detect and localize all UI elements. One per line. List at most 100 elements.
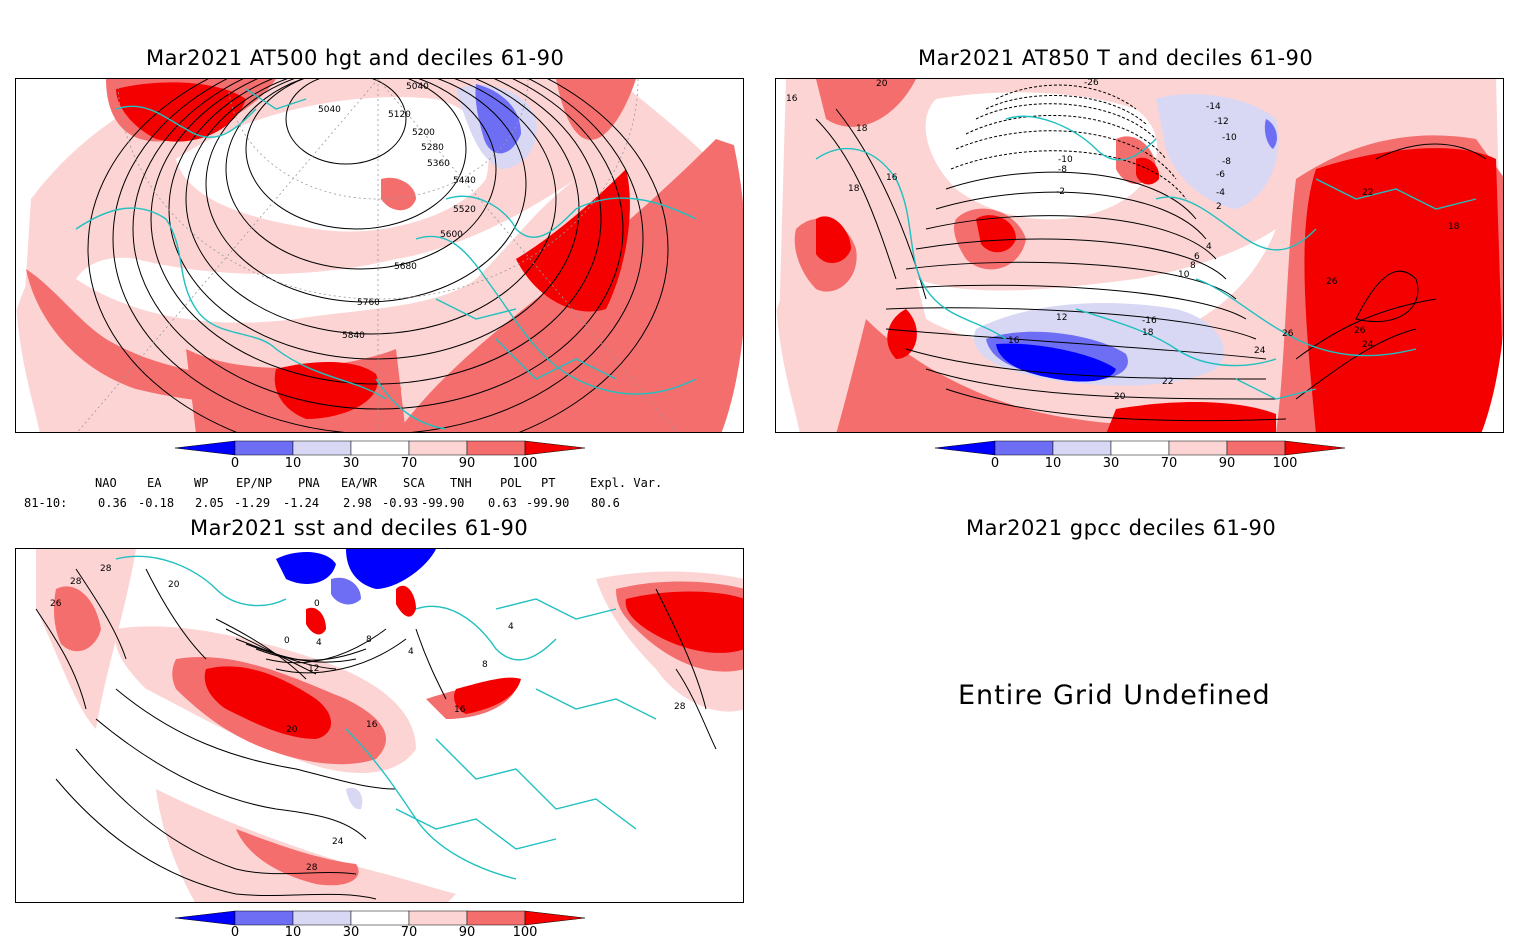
contour-label: 20 [876, 79, 888, 89]
index-header: Expl. Var. [590, 476, 663, 490]
index-header: EP/NP [236, 476, 273, 490]
contour-label: 26 [1282, 329, 1294, 339]
contour-label: -10 [1222, 133, 1237, 143]
colorbar-label: 0 [990, 456, 1000, 471]
contour-label: 4 [408, 647, 414, 657]
contour-label: 16 [366, 720, 378, 730]
contour-label: 5360 [427, 159, 450, 169]
contour-label: 18 [848, 184, 860, 194]
index-value: 2.98 [343, 496, 372, 510]
index-value: 0.63 [488, 496, 517, 510]
index-header: SCA [403, 476, 425, 490]
contour-label: 5280 [421, 143, 444, 153]
colorbar-panel1: 0 10 30 70 90 100 [174, 440, 586, 472]
contour-label: 28 [100, 564, 112, 574]
contour-label: 26 [1326, 277, 1338, 287]
index-value: -0.18 [138, 496, 175, 510]
index-header: TNH [450, 476, 472, 490]
contour-label: -12 [1214, 117, 1229, 127]
index-value: 2.05 [195, 496, 224, 510]
contour-label: 5520 [453, 205, 476, 215]
contour-label: -10 [1058, 155, 1073, 165]
index-header: POL [500, 476, 522, 490]
contour-label: 5840 [342, 331, 365, 341]
colorbar-label: 0 [230, 456, 240, 471]
contour-label: 4 [508, 622, 514, 632]
colorbar-label: 100 [1272, 456, 1298, 471]
panel4-title: Mar2021 gpcc deciles 61-90 [966, 516, 1277, 540]
colorbar-label: 10 [284, 925, 302, 940]
contour-label: 8 [366, 635, 372, 645]
contour-label: 5440 [453, 176, 476, 186]
index-value: 0.36 [98, 496, 127, 510]
contour-label: 5040 [318, 105, 341, 115]
contour-label: -8 [1058, 165, 1067, 175]
contour-label: 24 [1254, 346, 1266, 356]
contour-label: 28 [70, 577, 82, 587]
colorbar-panel3: 0 10 30 70 90 100 [174, 910, 586, 940]
colorbar-label: 70 [400, 456, 418, 471]
contour-label: 5760 [357, 298, 380, 308]
index-value: -0.93 [382, 496, 419, 510]
contour-label: 8 [482, 660, 488, 670]
contour-label: 6 [1194, 252, 1200, 262]
panel3-map: 28 28 20 26 0 0 4 8 12 16 20 24 28 28 16… [15, 548, 744, 903]
colorbar-label: 10 [284, 456, 302, 471]
contour-label: 8 [1190, 261, 1196, 271]
contour-label: 4 [1206, 242, 1212, 252]
contour-label: 18 [856, 124, 868, 134]
contour-label: 24 [332, 837, 344, 847]
contour-label: -16 [1142, 316, 1157, 326]
colorbar-label: 70 [1160, 456, 1178, 471]
contour-label: 12 [308, 664, 319, 674]
colorbar-label: 70 [400, 925, 418, 940]
contour-label: -8 [1222, 157, 1231, 167]
contour-label: 5120 [388, 110, 411, 120]
index-value: 80.6 [591, 496, 620, 510]
contour-label: 0 [284, 636, 290, 646]
contour-label: 22 [1362, 188, 1373, 198]
index-row-label: 81-10: [24, 496, 68, 510]
contour-label: 22 [1162, 377, 1173, 387]
contour-label: 16 [454, 705, 466, 715]
contour-label: 5600 [440, 230, 463, 240]
contour-label: 18 [1448, 222, 1460, 232]
colorbar-panel2: 0 10 30 70 90 100 [934, 440, 1346, 472]
index-value: -99.90 [526, 496, 570, 510]
contour-label: 16 [886, 173, 898, 183]
colorbar-label: 100 [512, 925, 538, 940]
contour-label: 20 [168, 580, 180, 590]
contour-label: 24 [1362, 340, 1374, 350]
index-value: -1.29 [234, 496, 271, 510]
panel1-title: Mar2021 AT500 hgt and deciles 61-90 [146, 46, 565, 70]
contour-label: 16 [1008, 336, 1020, 346]
contour-label: 12 [1056, 313, 1067, 323]
contour-label: 2 [1216, 202, 1222, 212]
index-header: EA [147, 476, 162, 490]
contour-label: 4 [316, 638, 322, 648]
contour-label: 28 [674, 702, 686, 712]
colorbar-label: 30 [342, 925, 360, 940]
colorbar-label: 30 [342, 456, 360, 471]
contour-label: 5680 [394, 262, 417, 272]
colorbar-label: 90 [1218, 456, 1236, 471]
index-header: WP [194, 476, 209, 490]
contour-label: 20 [1114, 392, 1126, 402]
colorbar-label: 30 [1102, 456, 1120, 471]
colorbar-label: 0 [230, 925, 240, 940]
panel2-title: Mar2021 AT850 T and deciles 61-90 [918, 46, 1314, 70]
contour-label: -14 [1206, 102, 1221, 112]
contour-label: 28 [306, 863, 318, 873]
colorbar-label: 100 [512, 456, 538, 471]
contour-label: 16 [786, 94, 798, 104]
contour-label: -2 [1056, 187, 1065, 197]
undefined-grid-message: Entire Grid Undefined [958, 680, 1271, 711]
index-header: NAO [95, 476, 117, 490]
index-value: -1.24 [283, 496, 320, 510]
panel2-map: 16 20 18 18 16 -26 -14 -12 -10 -8 -10 -8… [775, 78, 1504, 433]
index-value: -99.90 [421, 496, 465, 510]
contour-label: 10 [1178, 270, 1190, 280]
contour-label: -26 [1084, 79, 1099, 88]
indices-table: NAO EA WP EP/NP PNA EA/WR SCA TNH POL PT… [0, 474, 760, 514]
contour-label: -6 [1216, 170, 1225, 180]
